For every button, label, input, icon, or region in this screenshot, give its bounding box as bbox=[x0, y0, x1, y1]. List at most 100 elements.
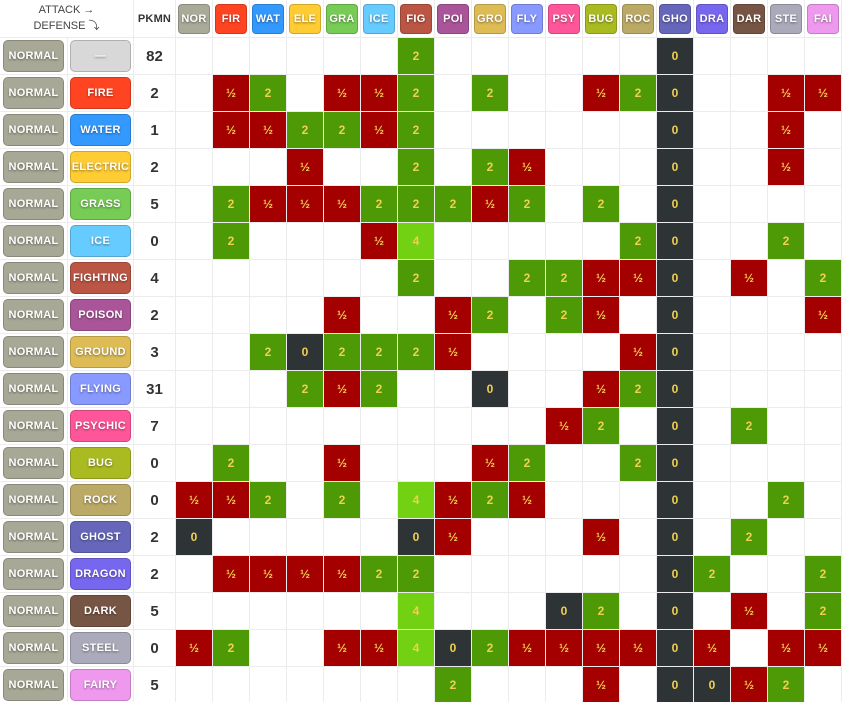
defense-primary-dragon[interactable]: NORMAL bbox=[0, 556, 68, 593]
defense-secondary-ghost[interactable]: GHOST bbox=[68, 519, 134, 556]
defense-secondary-dark[interactable]: DARK bbox=[68, 593, 134, 630]
defense-primary-water[interactable]: NORMAL bbox=[0, 112, 68, 149]
pkmn-count-fairy[interactable]: 5 bbox=[134, 667, 176, 702]
pkmn-count-none[interactable]: 82 bbox=[134, 38, 176, 75]
defense-primary-fire[interactable]: NORMAL bbox=[0, 75, 68, 112]
defense-secondary-none[interactable]: — bbox=[68, 38, 134, 75]
attack-col-header-dra[interactable]: DRA bbox=[694, 0, 731, 38]
pkmn-count-flying[interactable]: 31 bbox=[134, 371, 176, 408]
fx-cell-ground-dar bbox=[731, 334, 768, 371]
attack-col-header-psy[interactable]: PSY bbox=[546, 0, 583, 38]
attack-col-header-fai[interactable]: FAI bbox=[805, 0, 842, 38]
fx-cell-steel-gro: 2 bbox=[472, 630, 509, 667]
defense-primary-poison[interactable]: NORMAL bbox=[0, 297, 68, 334]
fx-cell-psychic-fir bbox=[213, 408, 250, 445]
fx-cell-ghost-nor: 0 bbox=[176, 519, 213, 556]
pkmn-count-poison[interactable]: 2 bbox=[134, 297, 176, 334]
fx-cell-none-gra bbox=[324, 38, 361, 75]
primary-type-badge: NORMAL bbox=[3, 558, 64, 590]
attack-col-header-roc[interactable]: ROC bbox=[620, 0, 657, 38]
defense-secondary-fighting[interactable]: FIGHTING bbox=[68, 260, 134, 297]
fx-cell-grass-gra: ½ bbox=[324, 186, 361, 223]
attack-col-header-dar[interactable]: DAR bbox=[731, 0, 768, 38]
pkmn-count-water[interactable]: 1 bbox=[134, 112, 176, 149]
defense-secondary-water[interactable]: WATER bbox=[68, 112, 134, 149]
attack-col-header-fir[interactable]: FIR bbox=[213, 0, 250, 38]
defense-secondary-fairy[interactable]: FAIRY bbox=[68, 667, 134, 702]
defense-secondary-rock[interactable]: ROCK bbox=[68, 482, 134, 519]
fx-cell-electric-wat bbox=[250, 149, 287, 186]
defense-primary-steel[interactable]: NORMAL bbox=[0, 630, 68, 667]
defense-primary-flying[interactable]: NORMAL bbox=[0, 371, 68, 408]
fx-cell-steel-ele bbox=[287, 630, 324, 667]
fx-cell-ice-fly bbox=[509, 223, 546, 260]
pkmn-count-rock[interactable]: 0 bbox=[134, 482, 176, 519]
fx-cell-steel-dar bbox=[731, 630, 768, 667]
pkmn-count-bug[interactable]: 0 bbox=[134, 445, 176, 482]
pkmn-count-psychic[interactable]: 7 bbox=[134, 408, 176, 445]
pkmn-count-fire[interactable]: 2 bbox=[134, 75, 176, 112]
pkmn-count-dragon[interactable]: 2 bbox=[134, 556, 176, 593]
defense-primary-dark[interactable]: NORMAL bbox=[0, 593, 68, 630]
fx-cell-none-gho: 0 bbox=[657, 38, 694, 75]
defense-primary-fighting[interactable]: NORMAL bbox=[0, 260, 68, 297]
defense-secondary-steel[interactable]: STEEL bbox=[68, 630, 134, 667]
defense-primary-ghost[interactable]: NORMAL bbox=[0, 519, 68, 556]
attack-col-header-gra[interactable]: GRA bbox=[324, 0, 361, 38]
defense-primary-none[interactable]: NORMAL bbox=[0, 38, 68, 75]
fx-cell-ground-gro bbox=[472, 334, 509, 371]
pkmn-count-ghost[interactable]: 2 bbox=[134, 519, 176, 556]
pkmn-count-electric[interactable]: 2 bbox=[134, 149, 176, 186]
pkmn-count-dark[interactable]: 5 bbox=[134, 593, 176, 630]
pkmn-count-ice[interactable]: 0 bbox=[134, 223, 176, 260]
fx-cell-fighting-poi bbox=[435, 260, 472, 297]
fx-cell-ground-dra bbox=[694, 334, 731, 371]
fx-cell-grass-poi: 2 bbox=[435, 186, 472, 223]
defense-primary-ice[interactable]: NORMAL bbox=[0, 223, 68, 260]
primary-type-badge: NORMAL bbox=[3, 151, 64, 183]
defense-secondary-flying[interactable]: FLYING bbox=[68, 371, 134, 408]
defense-secondary-psychic[interactable]: PSYCHIC bbox=[68, 408, 134, 445]
defense-secondary-poison[interactable]: POISON bbox=[68, 297, 134, 334]
defense-secondary-bug[interactable]: BUG bbox=[68, 445, 134, 482]
attack-col-header-poi[interactable]: POI bbox=[435, 0, 472, 38]
type-badge-fig-icon: FIG bbox=[400, 3, 432, 34]
attack-col-header-gho[interactable]: GHO bbox=[657, 0, 694, 38]
attack-col-header-nor[interactable]: NOR bbox=[176, 0, 213, 38]
fx-cell-poison-ele bbox=[287, 297, 324, 334]
attack-col-header-ice[interactable]: ICE bbox=[361, 0, 398, 38]
defense-primary-bug[interactable]: NORMAL bbox=[0, 445, 68, 482]
defense-secondary-ice[interactable]: ICE bbox=[68, 223, 134, 260]
secondary-type-badge: ICE bbox=[70, 225, 131, 257]
pkmn-count-grass[interactable]: 5 bbox=[134, 186, 176, 223]
fx-cell-fairy-psy bbox=[546, 667, 583, 702]
attack-col-header-fly[interactable]: FLY bbox=[509, 0, 546, 38]
attack-col-header-wat[interactable]: WAT bbox=[250, 0, 287, 38]
fx-cell-electric-poi bbox=[435, 149, 472, 186]
defense-primary-psychic[interactable]: NORMAL bbox=[0, 408, 68, 445]
defense-primary-electric[interactable]: NORMAL bbox=[0, 149, 68, 186]
defense-primary-rock[interactable]: NORMAL bbox=[0, 482, 68, 519]
attack-col-header-gro[interactable]: GRO bbox=[472, 0, 509, 38]
pkmn-count-ground[interactable]: 3 bbox=[134, 334, 176, 371]
attack-col-header-ele[interactable]: ELE bbox=[287, 0, 324, 38]
defense-primary-fairy[interactable]: NORMAL bbox=[0, 667, 68, 702]
defense-primary-ground[interactable]: NORMAL bbox=[0, 334, 68, 371]
defense-secondary-dragon[interactable]: DRAGON bbox=[68, 556, 134, 593]
defense-primary-grass[interactable]: NORMAL bbox=[0, 186, 68, 223]
defense-secondary-electric[interactable]: ELECTRIC bbox=[68, 149, 134, 186]
attack-col-header-bug[interactable]: BUG bbox=[583, 0, 620, 38]
attack-col-header-ste[interactable]: STE bbox=[768, 0, 805, 38]
pkmn-count-fighting[interactable]: 4 bbox=[134, 260, 176, 297]
defense-secondary-fire[interactable]: FIRE bbox=[68, 75, 134, 112]
fx-cell-water-dra bbox=[694, 112, 731, 149]
fx-cell-dark-fig: 4 bbox=[398, 593, 435, 630]
fx-cell-flying-dar bbox=[731, 371, 768, 408]
attack-col-header-fig[interactable]: FIG bbox=[398, 0, 435, 38]
fx-cell-psychic-gra bbox=[324, 408, 361, 445]
fx-cell-fire-poi bbox=[435, 75, 472, 112]
pkmn-count-steel[interactable]: 0 bbox=[134, 630, 176, 667]
defense-secondary-grass[interactable]: GRASS bbox=[68, 186, 134, 223]
secondary-type-badge: FAIRY bbox=[70, 669, 131, 701]
defense-secondary-ground[interactable]: GROUND bbox=[68, 334, 134, 371]
